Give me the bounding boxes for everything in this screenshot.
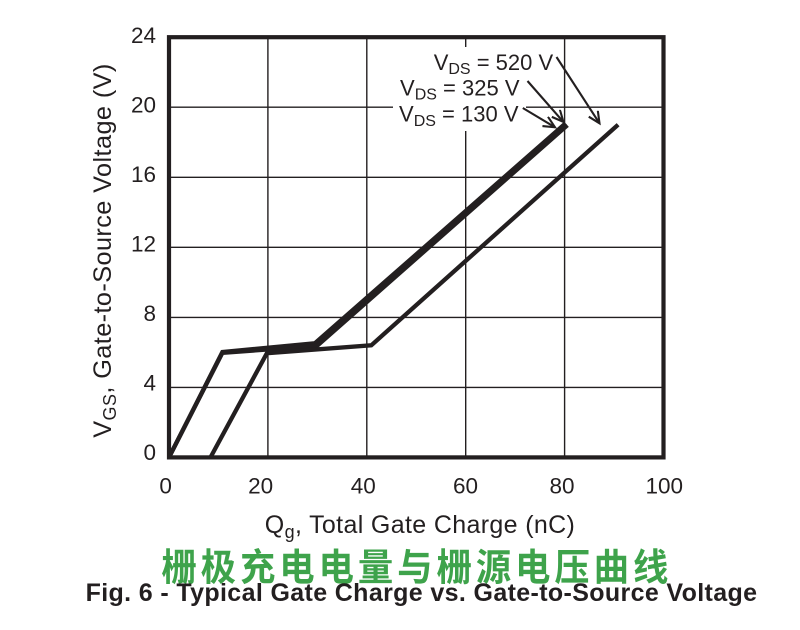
svg-text:60: 60: [453, 474, 478, 499]
svg-text:20: 20: [131, 93, 156, 118]
svg-text:Qg, Total Gate Charge (nC): Qg, Total Gate Charge (nC): [265, 511, 575, 542]
svg-text:40: 40: [351, 474, 376, 499]
svg-text:20: 20: [248, 474, 273, 499]
svg-text:80: 80: [549, 474, 574, 499]
svg-text:8: 8: [143, 301, 156, 326]
svg-text:VGS, Gate-to-Source Voltage (V: VGS, Gate-to-Source Voltage (V): [89, 63, 120, 437]
svg-text:Fig. 6 - Typical Gate Charge v: Fig. 6 - Typical Gate Charge vs. Gate-to…: [86, 579, 758, 607]
svg-text:4: 4: [143, 371, 156, 396]
svg-text:16: 16: [131, 162, 156, 187]
svg-text:0: 0: [159, 474, 172, 499]
svg-text:12: 12: [131, 232, 156, 257]
svg-text:100: 100: [646, 474, 684, 499]
svg-text:VDS = 520 V: VDS = 520 V: [434, 50, 554, 78]
svg-text:0: 0: [143, 440, 156, 465]
svg-text:24: 24: [131, 23, 156, 48]
